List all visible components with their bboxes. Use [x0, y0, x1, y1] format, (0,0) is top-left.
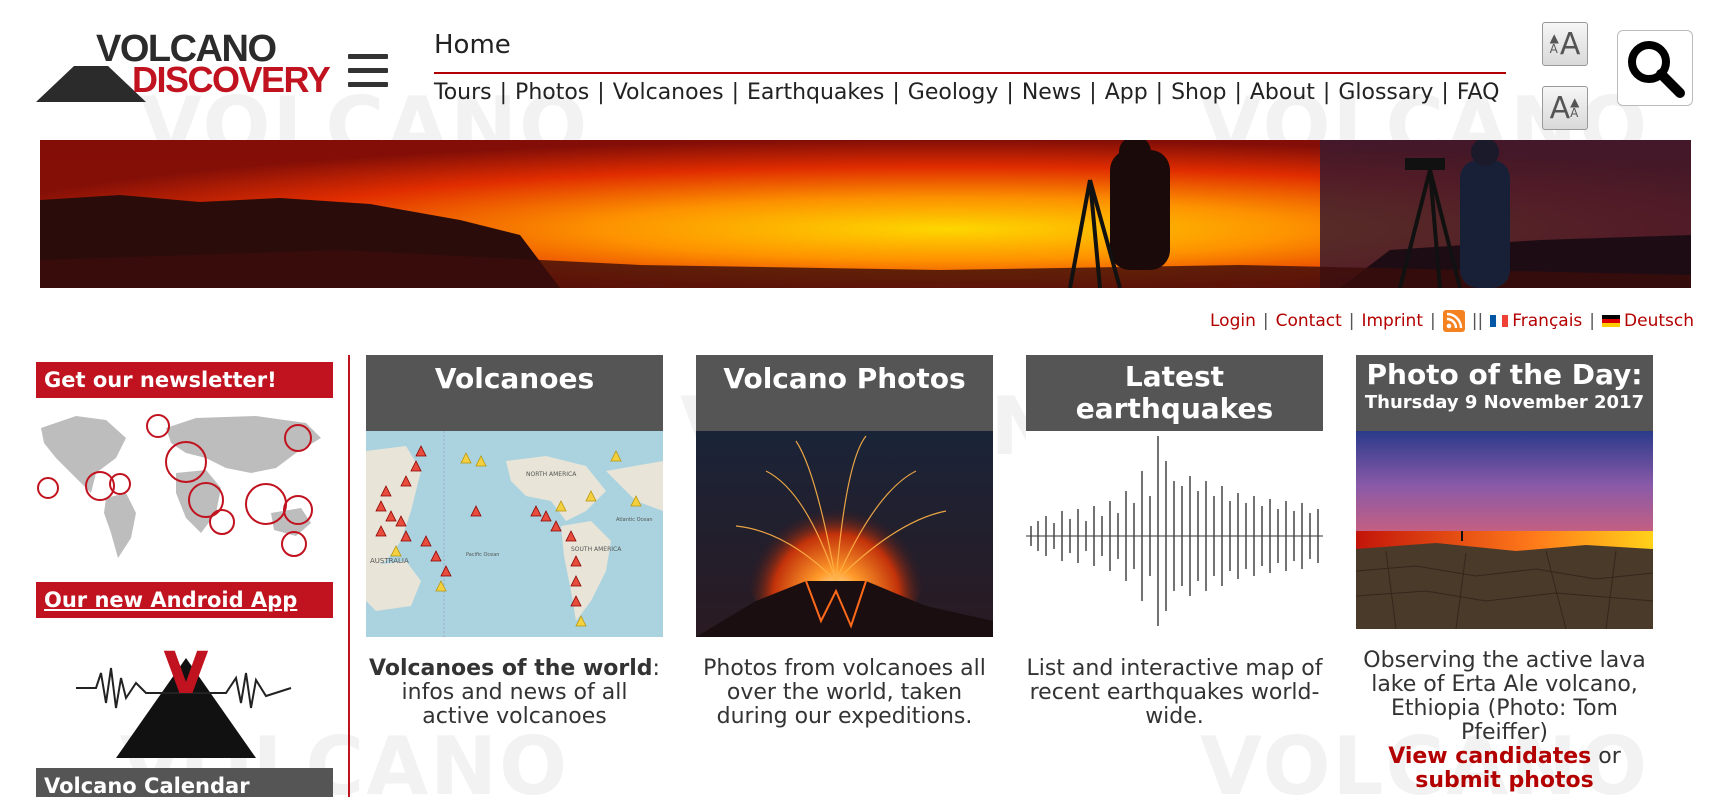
nav-link-faq[interactable]: FAQ	[1457, 80, 1500, 105]
nav-separator: |	[1089, 80, 1096, 105]
svg-text:V: V	[164, 639, 209, 707]
newsletter-heading[interactable]: Get our newsletter!	[36, 362, 333, 398]
contact-link[interactable]: Contact	[1276, 311, 1342, 331]
nav-separator: |	[597, 80, 604, 105]
nav-separator: |	[1323, 80, 1330, 105]
font-increase-button[interactable]: ▲ A A	[1542, 22, 1588, 66]
card-potd-title[interactable]: Photo of the Day: Thursday 9 November 20…	[1356, 355, 1653, 431]
utility-separator: |	[1589, 311, 1595, 331]
card-photos-description: Photos from volcanoes all over the world…	[696, 657, 993, 729]
card-earthquakes-description: List and interactive map of recent earth…	[1026, 657, 1323, 729]
site-logo[interactable]: VOLCANO DISCOVERY	[36, 28, 336, 102]
volcano-calendar-heading[interactable]: Volcano Calendar	[36, 768, 333, 797]
svg-text:Pacific Ocean: Pacific Ocean	[466, 552, 499, 558]
language-francais-link[interactable]: Français	[1512, 311, 1582, 331]
arrow-down-icon: ▲ A	[1570, 97, 1579, 119]
utility-links: Login | Contact | Imprint | || Français …	[1210, 310, 1694, 332]
top-navigation: Home Tours | Photos | Volcanoes | Earthquakes |…	[434, 30, 1506, 105]
nav-separator: |	[1156, 80, 1163, 105]
sidebar: Get our newsletter! Our new Android App …	[36, 362, 333, 797]
svg-text:NORTH AMERICA: NORTH AMERICA	[526, 471, 577, 478]
login-link[interactable]: Login	[1210, 311, 1256, 331]
search-icon	[1624, 37, 1686, 99]
submit-photos-link[interactable]: submit photos	[1415, 768, 1593, 793]
nav-link-photos[interactable]: Photos	[515, 80, 589, 105]
card-volcano-photos: Volcano Photos Photos from volcanoes all…	[696, 355, 993, 729]
nav-separator: |	[892, 80, 899, 105]
android-app-heading[interactable]: Our new Android App	[36, 582, 333, 618]
card-photos-title[interactable]: Volcano Photos	[696, 355, 993, 431]
nav-link-volcanoes[interactable]: Volcanoes	[613, 80, 724, 105]
nav-link-tours[interactable]: Tours	[434, 80, 492, 105]
svg-text:AUSTRALIA: AUSTRALIA	[370, 557, 409, 565]
menu-icon[interactable]	[348, 54, 388, 88]
nav-link-glossary[interactable]: Glossary	[1338, 80, 1433, 105]
android-app-logo-image[interactable]: V	[36, 618, 333, 768]
nav-link-shop[interactable]: Shop	[1171, 80, 1226, 105]
nav-link-app[interactable]: App	[1105, 80, 1148, 105]
search-button[interactable]	[1617, 30, 1693, 106]
newsletter-world-map-image[interactable]	[36, 398, 333, 568]
nav-link-news[interactable]: News	[1022, 80, 1081, 105]
rss-icon[interactable]	[1443, 310, 1465, 332]
nav-link-about[interactable]: About	[1250, 80, 1315, 105]
imprint-link[interactable]: Imprint	[1361, 311, 1423, 331]
card-latest-earthquakes: Latest earthquakes List and interacti	[1026, 355, 1323, 729]
flag-germany-icon	[1602, 315, 1620, 327]
utility-separator: |	[1430, 311, 1436, 331]
volcanoes-map-image[interactable]: NORTH AMERICA SOUTH AMERICA AUSTRALIA Pa…	[366, 431, 663, 637]
nav-separator: |	[500, 80, 507, 105]
svg-text:SOUTH AMERICA: SOUTH AMERICA	[571, 546, 622, 553]
nav-separator: |	[1234, 80, 1241, 105]
card-volcanoes-title[interactable]: Volcanoes	[366, 355, 663, 431]
font-decrease-button[interactable]: A ▲ A	[1542, 86, 1588, 130]
volcano-logo-icon	[36, 64, 146, 104]
utility-separator: |	[1263, 311, 1269, 331]
nav-separator: |	[1441, 80, 1448, 105]
card-volcanoes: Volcanoes NORTH AMERICA SOUTH AMERICA AU…	[366, 355, 663, 729]
hero-banner-image	[40, 140, 1691, 288]
nav-links: Tours | Photos | Volcanoes | Earthquakes | Geolo…	[434, 80, 1506, 105]
view-candidates-link[interactable]: View candidates	[1388, 744, 1591, 769]
card-earthquakes-title[interactable]: Latest earthquakes	[1026, 355, 1323, 431]
card-potd-description: Observing the active lava lake of Erta A…	[1356, 649, 1653, 793]
volcano-photos-image[interactable]	[696, 431, 993, 637]
logo-text-discovery: DISCOVERY	[132, 62, 329, 98]
nav-home[interactable]: Home	[434, 30, 1506, 74]
card-photo-of-the-day: Photo of the Day: Thursday 9 November 20…	[1356, 355, 1653, 793]
language-deutsch-link[interactable]: Deutsch	[1624, 311, 1694, 331]
nav-separator: |	[1006, 80, 1013, 105]
seismogram-image[interactable]	[1026, 431, 1323, 637]
volcanoes-of-the-world-link[interactable]: Volcanoes of the world	[369, 656, 653, 681]
nav-link-geology[interactable]: Geology	[908, 80, 999, 105]
nav-link-earthquakes[interactable]: Earthquakes	[747, 80, 884, 105]
photo-of-the-day-image[interactable]	[1356, 431, 1653, 629]
flag-france-icon	[1490, 315, 1508, 327]
utility-separator: ||	[1472, 311, 1483, 331]
card-volcanoes-description: Volcanoes of the world: infos and news o…	[366, 657, 663, 729]
arrow-up-icon: ▲ A	[1550, 33, 1559, 55]
nav-separator: |	[732, 80, 739, 105]
utility-separator: |	[1349, 311, 1355, 331]
svg-text:Atlantic Ocean: Atlantic Ocean	[616, 517, 653, 523]
sidebar-divider	[348, 355, 350, 797]
potd-date: Thursday 9 November 2017	[1360, 391, 1649, 415]
